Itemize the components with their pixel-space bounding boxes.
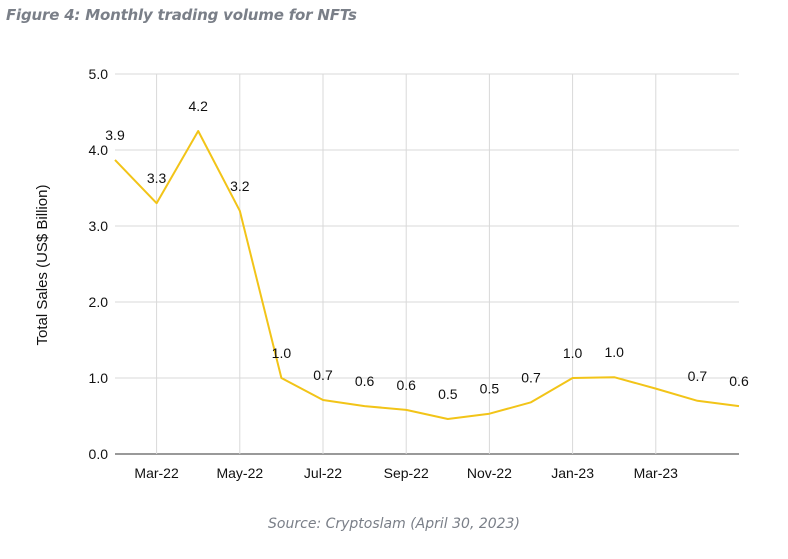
data-label: 1.0 (563, 345, 583, 361)
data-label: 0.7 (521, 369, 541, 385)
y-axis-ticks: 0.0 1.0 2.0 3.0 4.0 5.0 (89, 66, 109, 462)
y-axis-label: Total Sales (US$ Billion) (34, 185, 51, 346)
data-labels: 3.9 3.3 4.2 3.2 1.0 0.7 0.6 0.6 0.5 0.5 0.7 1.0 1.0 0… (105, 98, 749, 402)
y-tick-label: 5.0 (89, 66, 109, 82)
x-tick-label: Jul-22 (304, 465, 342, 481)
x-tick-label: May-22 (216, 465, 263, 481)
x-tick-label: Mar-22 (134, 465, 179, 481)
data-label: 0.5 (438, 386, 458, 402)
data-label: 1.0 (604, 344, 624, 360)
figure-source: Source: Cryptoslam (April 30, 2023) (268, 516, 520, 532)
figure-title: Figure 4: Monthly trading volume for NFT… (6, 6, 357, 24)
data-label: 3.9 (105, 127, 125, 143)
data-label: 0.5 (480, 381, 500, 397)
gridlines (115, 73, 739, 455)
y-tick-label: 0.0 (89, 446, 109, 462)
data-label: 0.7 (688, 368, 708, 384)
data-label: 0.6 (355, 373, 375, 389)
x-tick-label: Mar-23 (634, 465, 679, 481)
data-label: 1.0 (272, 345, 292, 361)
y-tick-label: 2.0 (89, 294, 109, 310)
data-label: 0.6 (729, 373, 749, 389)
data-label: 0.7 (313, 367, 333, 383)
y-tick-label: 4.0 (89, 142, 109, 158)
y-tick-label: 1.0 (89, 370, 109, 386)
x-tick-label: Sep-22 (384, 465, 429, 481)
y-tick-label: 3.0 (89, 218, 109, 234)
data-label: 3.3 (147, 170, 167, 186)
data-label: 0.6 (396, 377, 416, 393)
series-nft-volume (114, 130, 740, 420)
data-label: 4.2 (188, 98, 208, 114)
series-line (114, 130, 740, 420)
x-tick-label: Jan-23 (551, 465, 594, 481)
data-label: 3.2 (230, 178, 250, 194)
x-tick-label: Nov-22 (467, 465, 512, 481)
x-axis-ticks: Mar-22 May-22 Jul-22 Sep-22 Nov-22 Jan-23 Mar-… (134, 465, 678, 481)
